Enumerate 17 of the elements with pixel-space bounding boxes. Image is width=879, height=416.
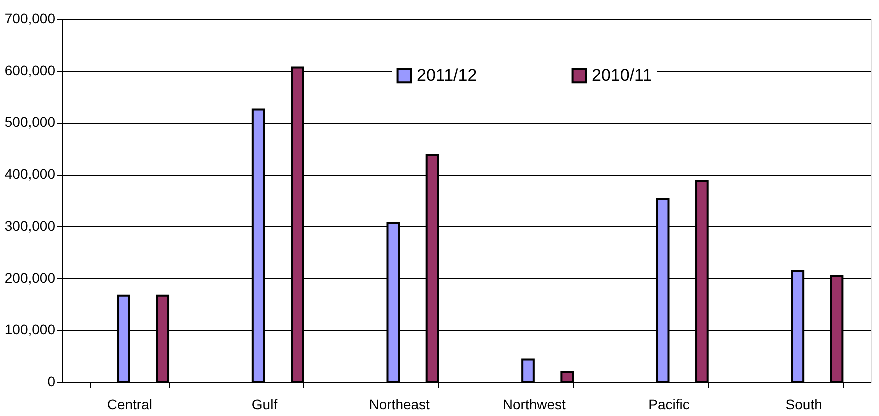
x-tick-label: Gulf xyxy=(252,396,278,412)
x-tick-label: South xyxy=(786,396,822,412)
x-tick-label: Northwest xyxy=(502,396,566,412)
y-tick-label: 100,000 xyxy=(4,322,56,338)
y-tick-label: 400,000 xyxy=(4,166,56,182)
x-tick-label: Pacific xyxy=(648,396,690,412)
y-tick-label: 500,000 xyxy=(4,114,56,130)
x-tick-label: Central xyxy=(107,396,152,412)
legend-label: 2010/11 xyxy=(592,66,652,85)
y-tick-label: 300,000 xyxy=(4,218,56,234)
legend-label: 2011/12 xyxy=(417,66,478,85)
bar xyxy=(522,358,535,383)
y-tick-label: 600,000 xyxy=(4,62,56,78)
y-tick-label: 0 xyxy=(48,374,56,390)
x-tick-label: Northeast xyxy=(369,396,430,412)
y-tick-label: 700,000 xyxy=(4,10,56,26)
y-tick-label: 200,000 xyxy=(4,270,56,286)
